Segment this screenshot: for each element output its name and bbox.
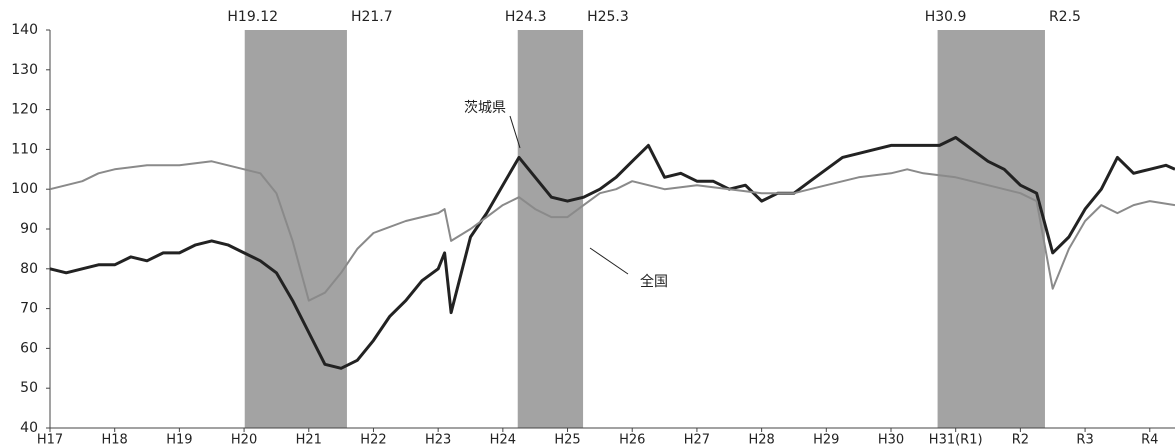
y-tick-label: 110 [11,141,38,157]
x-tick-label: H31(R1) [929,433,983,448]
band-start-label: H24.3 [505,9,547,25]
series-line [49,160,1175,302]
y-tick-label: 140 [11,22,38,38]
recession-band [937,30,1045,428]
x-tick-label: H19 [166,433,192,448]
leader-line [509,115,521,149]
x-tick-label: H18 [102,433,128,448]
annotation-label: 茨城県 [464,100,506,116]
band-end-label: H25.3 [587,9,629,25]
x-tick-label: H25 [554,433,580,448]
y-tick-label: 40 [20,420,38,436]
recession-band [517,30,584,428]
band-end-label: H21.7 [351,9,393,25]
x-tick-label: H27 [684,433,710,448]
annotation-label: 全国 [640,273,668,290]
lines-layer [49,136,1175,370]
x-tick-label: R2 [1012,433,1029,448]
x-tick-label: H17 [37,433,63,448]
leader-line [589,247,629,275]
band-end-label: R2.5 [1049,9,1081,25]
y-tick-label: 70 [20,301,38,317]
x-tick-label: H24 [490,433,516,448]
x-tick-label: H23 [425,433,451,448]
band-start-label: H19.12 [227,9,278,25]
x-tick-label: R4 [1141,433,1158,448]
x-tick-label: H22 [360,433,386,448]
y-tick-label: 60 [20,340,38,356]
x-tick-label: H30 [878,433,904,448]
shading-layer [244,30,1045,428]
x-tick-label: H20 [231,433,257,448]
y-tick-label: 80 [20,261,38,277]
axes-layer [46,29,1175,432]
y-tick-label: 50 [20,380,38,396]
series-line [49,136,1175,370]
band-start-label: H30.9 [925,9,967,25]
y-tick-label: 100 [11,181,38,197]
x-tick-label: R3 [1076,433,1093,448]
y-tick-label: 90 [20,221,38,237]
x-tick-label: H26 [619,433,645,448]
recession-band [244,30,347,428]
y-tick-label: 120 [11,102,38,118]
x-tick-label: H21 [296,433,322,448]
x-tick-label: H28 [748,433,774,448]
x-tick-label: H29 [813,433,839,448]
y-tick-label: 130 [11,62,38,78]
